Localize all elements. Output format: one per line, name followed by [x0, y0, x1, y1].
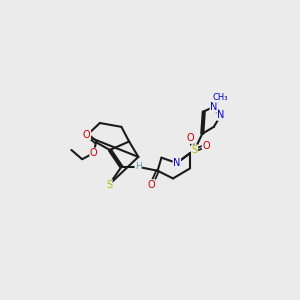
Text: N: N — [173, 158, 181, 168]
Text: O: O — [202, 141, 210, 151]
Text: S: S — [191, 145, 198, 155]
Text: N: N — [217, 110, 224, 120]
Text: O: O — [83, 130, 91, 140]
Text: H: H — [135, 162, 142, 171]
Text: O: O — [90, 148, 98, 158]
Text: S: S — [106, 180, 112, 190]
Text: CH₃: CH₃ — [213, 93, 229, 102]
Text: N: N — [210, 102, 218, 112]
Text: O: O — [148, 180, 155, 190]
Text: O: O — [186, 134, 194, 143]
